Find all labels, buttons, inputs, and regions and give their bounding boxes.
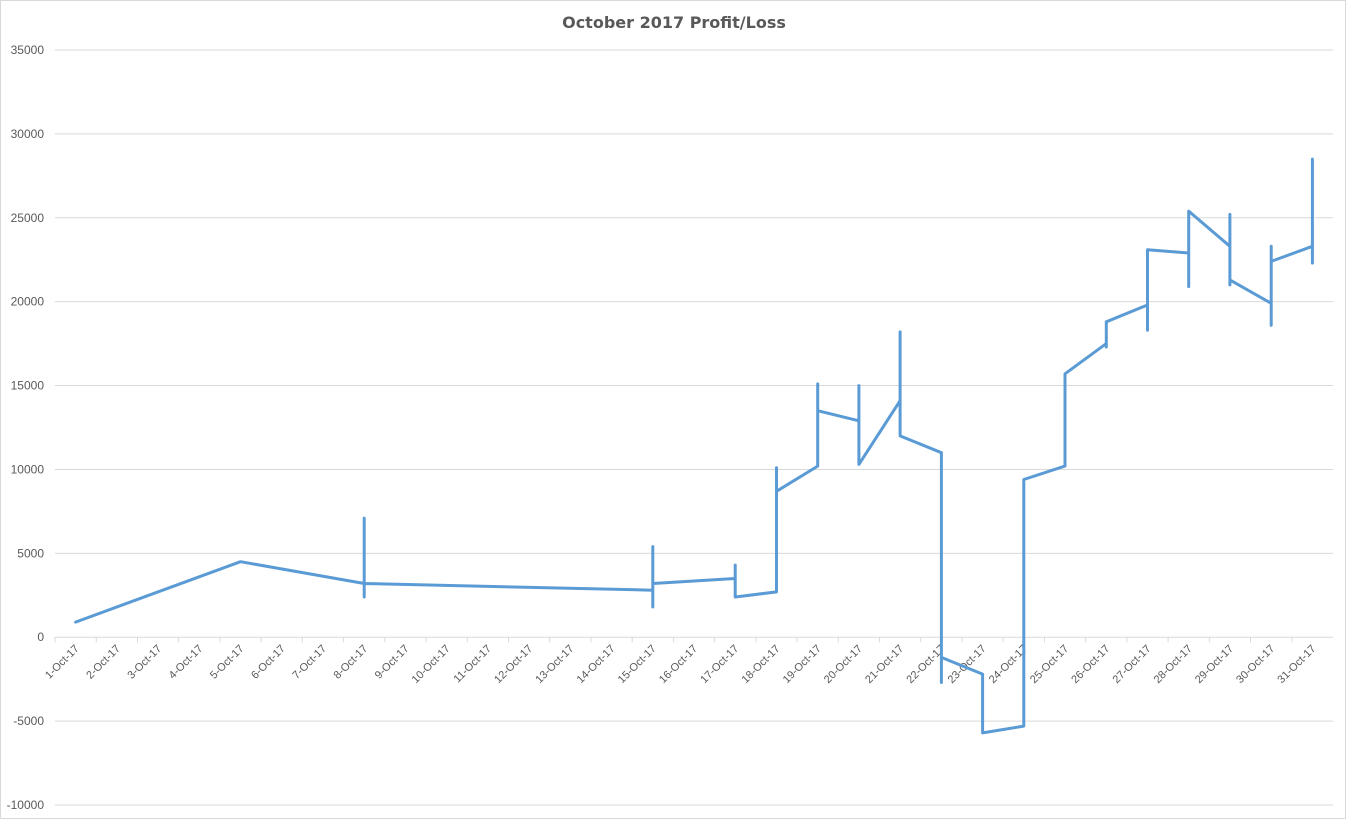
x-tick-label: 31-Oct-17	[1275, 643, 1318, 686]
y-tick-label: -10000	[7, 798, 45, 812]
x-tick-label: 17-Oct-17	[698, 643, 741, 686]
series-layer	[74, 157, 1314, 735]
x-tick-label: 20-Oct-17	[822, 643, 865, 686]
x-tick-label: 29-Oct-17	[1193, 643, 1236, 686]
y-tick-label: 0	[37, 630, 44, 644]
chart-title: October 2017 Profit/Loss	[562, 13, 786, 32]
x-tick-label: 25-Oct-17	[1028, 643, 1071, 686]
x-tick-label: 18-Oct-17	[739, 643, 782, 686]
x-tick-label: 8-Oct-17	[332, 643, 371, 682]
y-tick-label: 35000	[11, 43, 45, 57]
y-tick-label: 30000	[11, 127, 45, 141]
y-tick-label: 10000	[11, 462, 45, 476]
x-tick-label: 10-Oct-17	[410, 643, 453, 686]
x-tick-label: 4-Oct-17	[167, 643, 206, 682]
x-tick-label: 16-Oct-17	[657, 643, 700, 686]
x-tick-label: 26-Oct-17	[1069, 643, 1112, 686]
x-tick-label: 12-Oct-17	[492, 643, 535, 686]
x-tick-label: 1-Oct-17	[43, 643, 82, 682]
y-axis-ticks: -10000 -5000 0 5000 10000 15000 20000 25000 3000…	[7, 43, 45, 812]
y-tick-label: 5000	[17, 546, 44, 560]
x-tick-label: 5-Oct-17	[208, 643, 247, 682]
x-tick-label: 9-Oct-17	[373, 643, 412, 682]
y-tick-label: -5000	[13, 714, 44, 728]
series-line-0	[74, 157, 1314, 735]
x-tick-label: 30-Oct-17	[1234, 643, 1277, 686]
y-tick-label: 15000	[11, 379, 45, 393]
y-tick-label: 20000	[11, 295, 45, 309]
x-axis-ticks: 1-Oct-17 2-Oct-17 3-Oct-17 4-Oct-17 5-Oct-17…	[43, 637, 1319, 686]
x-tick-label: 19-Oct-17	[781, 643, 824, 686]
x-tick-label: 27-Oct-17	[1111, 643, 1154, 686]
y-tick-label: 25000	[11, 211, 45, 225]
gridlines	[55, 49, 1333, 806]
x-tick-label: 13-Oct-17	[533, 643, 576, 686]
x-tick-label: 11-Oct-17	[451, 643, 493, 685]
x-tick-label: 21-Oct-17	[863, 643, 906, 686]
x-tick-label: 14-Oct-17	[575, 643, 618, 686]
x-tick-label: 3-Oct-17	[125, 643, 164, 682]
x-tick-label: 15-Oct-17	[616, 643, 659, 686]
x-tick-label: 7-Oct-17	[290, 643, 329, 682]
x-tick-label: 6-Oct-17	[249, 643, 288, 682]
x-tick-label: 28-Oct-17	[1152, 643, 1195, 686]
x-tick-label: 2-Oct-17	[84, 643, 123, 682]
